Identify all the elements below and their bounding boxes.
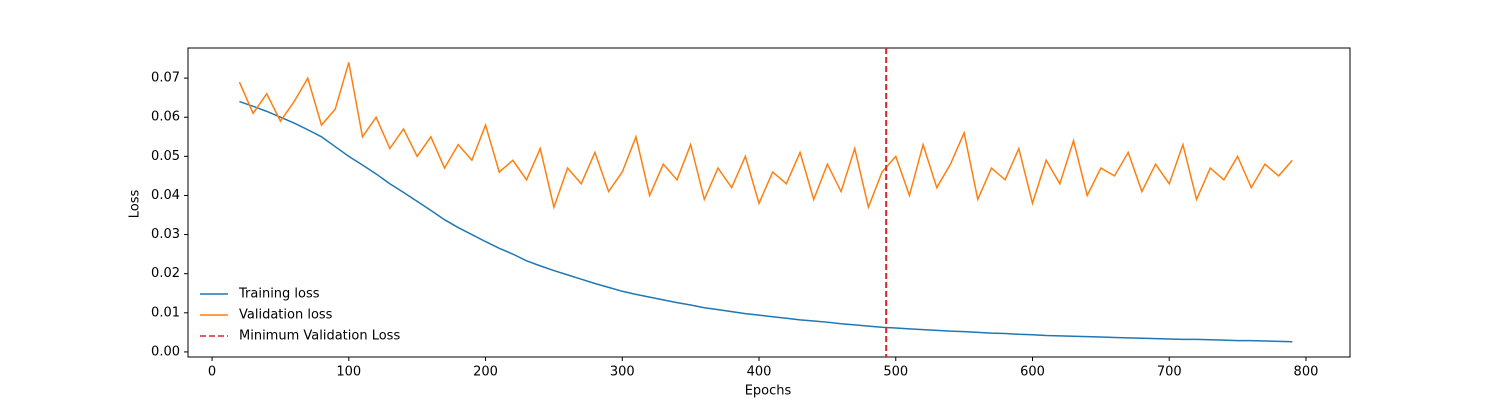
y-tick-label: 0.06: [151, 110, 180, 125]
x-tick-label: 200: [473, 365, 498, 380]
x-tick-label: 600: [1020, 365, 1045, 380]
y-tick-label: 0.04: [151, 188, 180, 203]
y-tick-label: 0.03: [151, 227, 180, 242]
line-series: [239, 100, 1293, 343]
y-tick-label: 0.00: [151, 344, 180, 359]
y-tick-label: 0.01: [151, 305, 180, 320]
x-tick-label: 500: [883, 365, 908, 380]
legend-label: Training loss: [238, 287, 320, 302]
y-tick-label: 0.07: [151, 71, 180, 86]
x-tick-label: 100: [336, 365, 361, 380]
x-tick-label: 300: [610, 365, 635, 380]
plot-frame: [187, 47, 1351, 358]
y-axis-label: Loss: [128, 190, 143, 219]
legend-label: Minimum Validation Loss: [239, 329, 400, 344]
y-tick-label: 0.02: [151, 266, 180, 281]
x-tick-label: 0: [208, 365, 216, 380]
x-tick-label: 800: [1294, 365, 1319, 380]
x-axis-label: Epochs: [745, 384, 792, 399]
y-tick-label: 0.05: [151, 149, 180, 164]
legend-label: Validation loss: [239, 308, 333, 323]
line-series: [238, 62, 1293, 210]
x-tick-label: 400: [747, 365, 772, 380]
x-tick-label: 700: [1157, 365, 1182, 380]
